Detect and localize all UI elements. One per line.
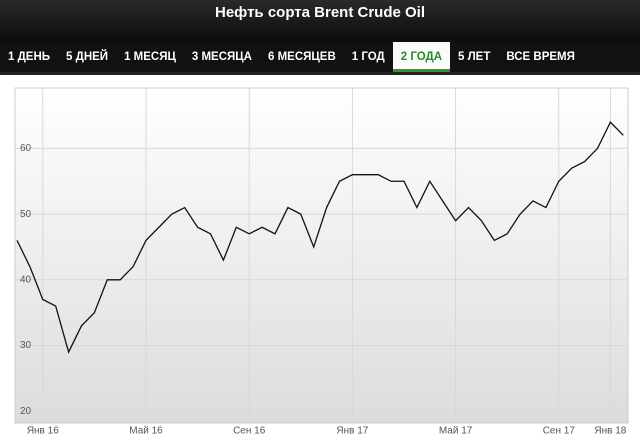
plot-area: [14, 87, 629, 424]
tab[interactable]: 2 ГОДА: [392, 42, 450, 72]
y-tick-label: 30: [20, 340, 32, 351]
y-tick-label: 40: [20, 274, 32, 285]
y-tick-label: 50: [20, 209, 32, 220]
tab[interactable]: ВСЕ ВРЕМЯ: [506, 51, 575, 63]
x-tick-label: Янв 18: [594, 426, 626, 437]
x-tick-label: Сен 17: [543, 426, 576, 437]
y-tick-label: 20: [20, 406, 32, 417]
x-tick-label: Янв 16: [27, 426, 59, 437]
x-tick-label: Сен 16: [233, 426, 266, 437]
tab[interactable]: 1 ГОД: [351, 51, 385, 63]
chart: 20 30 40 50 60 Янв 16 Май 16 Сен 16 Янв 17 Май 17…: [14, 87, 629, 437]
y-tick-label: 60: [20, 143, 32, 154]
tab[interactable]: 1 МЕСЯЦ: [124, 51, 176, 63]
tab-bar: 1 ДЕНЬ 5 ДНЕЙ 1 МЕСЯЦ 3 МЕСЯЦА 6 МЕСЯЦЕВ 1 ГО…: [0, 42, 640, 75]
tab[interactable]: 3 МЕСЯЦА: [191, 51, 252, 63]
title: Нефть сорта Brent Crude Oil: [214, 4, 425, 21]
x-tick-label: Май 16: [129, 426, 163, 437]
tab[interactable]: 5 ДНЕЙ: [66, 51, 109, 63]
price-line: [16, 121, 624, 354]
x-tick-label: Май 17: [439, 426, 473, 437]
tab[interactable]: 5 ЛЕТ: [458, 51, 491, 63]
tab[interactable]: 1 ДЕНЬ: [8, 51, 51, 63]
tab[interactable]: 6 МЕСЯЦЕВ: [268, 51, 336, 63]
header: Нефть сорта Brent Crude Oil: [0, 0, 640, 42]
x-tick-label: Янв 17: [336, 426, 368, 437]
